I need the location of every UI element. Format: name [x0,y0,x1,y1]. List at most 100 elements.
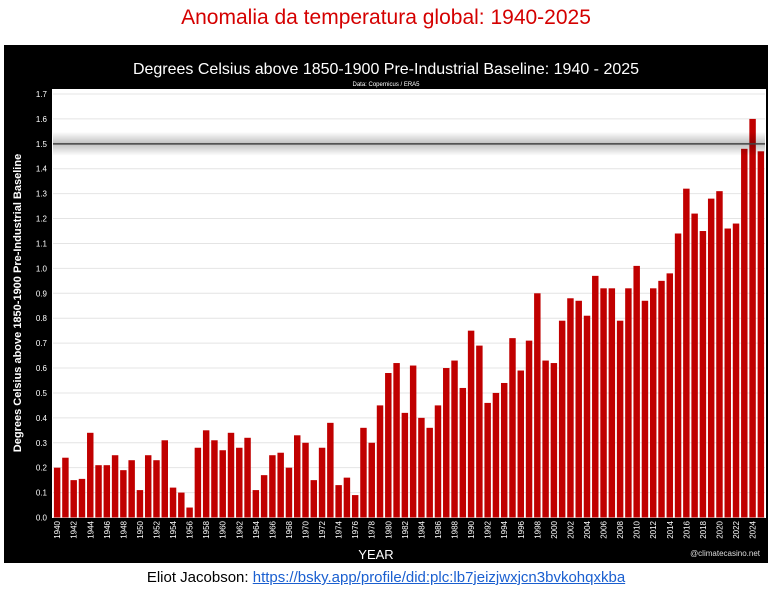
bar-1943 [78,478,86,518]
bar-2003 [575,300,582,518]
x-tick-label: 1968 [285,520,294,538]
y-tick-label: 1.1 [36,239,48,248]
x-tick-label: 2024 [749,520,758,538]
y-tick-label: 0.1 [36,489,48,498]
bar-2008 [616,320,624,518]
y-tick-label: 0.8 [36,314,48,323]
bar-1955 [178,492,185,518]
bar-1956 [186,507,193,518]
x-tick-label: 2020 [715,520,724,538]
bar-1952 [153,460,160,518]
bar-1973 [327,422,334,518]
x-tick-label: 2014 [666,520,675,538]
caption: Eliot Jacobson: https://bsky.app/profile… [0,569,772,586]
bar-2017 [691,213,698,518]
bar-2007 [608,288,616,518]
bar-2011 [641,300,649,518]
bar-2006 [600,288,607,518]
x-tick-label: 1988 [451,520,460,538]
bar-1958 [202,430,210,518]
x-tick-label: 2018 [699,520,708,538]
x-tick-label: 1974 [335,520,344,538]
x-tick-label: 1942 [70,520,79,538]
bar-2010 [633,265,640,518]
bar-2009 [625,288,632,518]
bar-1957 [194,447,202,518]
x-tick-label: 1962 [235,520,244,538]
x-tick-label: 1970 [302,520,311,538]
bar-1959 [211,440,218,518]
page-title: Anomalia da temperatura global: 1940-202… [181,6,591,29]
x-tick-label: 2022 [732,520,741,538]
bar-2018 [699,231,707,518]
bar-2019 [707,198,715,518]
bar-1990 [467,330,475,518]
bar-1987 [443,368,450,518]
bar-1940 [53,467,61,518]
x-tick-label: 1998 [533,520,542,538]
x-tick-label: 1982 [401,520,410,538]
y-tick-label: 1.5 [36,140,48,149]
x-tick-label: 1986 [434,520,443,538]
watermark: @climatecasino.net [690,549,761,558]
bar-1978 [368,442,375,518]
x-tick-label: 2004 [583,520,592,538]
bar-1968 [285,467,293,518]
x-tick-label: 1984 [417,520,426,538]
x-tick-label: 1952 [152,520,161,538]
x-tick-label: 1960 [219,520,228,538]
x-tick-label: 1948 [119,520,128,538]
bar-1976 [351,495,359,518]
x-tick-label: 1972 [318,520,327,538]
bar-1944 [87,432,94,518]
bar-1979 [376,405,384,518]
bar-1994 [500,382,508,518]
bar-2000 [550,363,558,518]
bar-1999 [542,360,549,518]
x-tick-label: 1946 [103,520,112,538]
bar-1951 [144,455,152,518]
bar-1969 [294,435,301,518]
bar-2021 [724,228,731,518]
bar-2016 [683,188,690,518]
bar-1989 [459,387,467,518]
bar-1961 [227,432,235,518]
y-tick-label: 1.7 [36,90,48,99]
bar-2020 [716,191,723,518]
y-tick-label: 0.9 [36,289,48,298]
bar-2013 [658,280,665,518]
x-axis-label: YEAR [358,547,393,562]
y-tick-label: 0.5 [36,389,48,398]
x-tick-label: 2008 [616,520,625,538]
bar-1980 [385,373,392,518]
bar-2015 [674,233,682,518]
bar-2001 [558,320,566,518]
x-tick-label: 1944 [86,520,95,538]
x-tick-label: 1980 [384,520,393,538]
x-tick-label: 2016 [682,520,691,538]
y-tick-label: 1.6 [36,115,48,124]
bar-2024 [749,118,756,518]
x-tick-label: 2006 [600,520,609,538]
bar-1970 [302,442,309,518]
x-tick-label: 1940 [53,520,62,538]
bar-1960 [219,450,226,518]
bar-1991 [476,345,483,518]
bar-1995 [509,338,516,518]
bar-1971 [310,480,318,518]
bar-1985 [426,427,433,518]
y-tick-label: 0.7 [36,339,48,348]
y-tick-label: 0.3 [36,439,48,448]
bar-2022 [732,223,740,518]
x-tick-label: 2010 [633,520,642,538]
bar-1996 [517,370,524,518]
bar-2005 [592,275,599,518]
bar-1945 [95,465,102,518]
bar-1950 [136,490,144,518]
bar-1975 [343,477,351,518]
bar-1953 [161,440,168,518]
y-axis-label: Degrees Celsius above 1850-1900 Pre-Indu… [12,154,24,452]
caption-link[interactable]: https://bsky.app/profile/did:plc:lb7jeiz… [252,569,626,586]
bar-1964 [252,490,260,518]
